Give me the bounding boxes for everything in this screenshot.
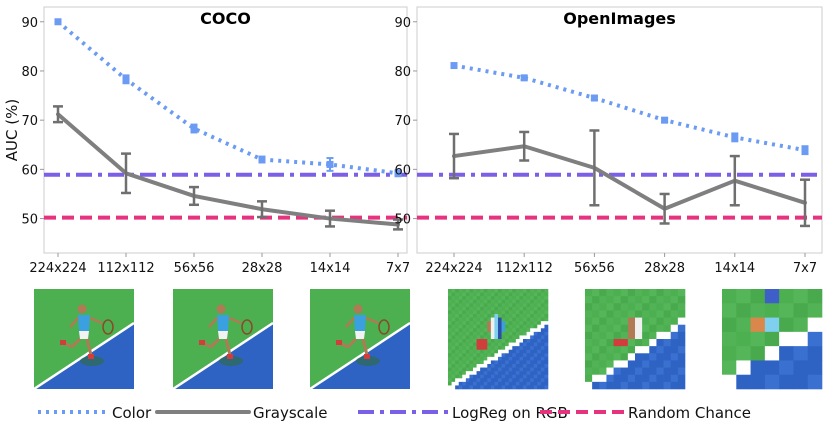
y-tick-label: 70 <box>394 114 411 129</box>
panel-title: OpenImages <box>563 9 676 28</box>
thumbnail-strip <box>33 289 823 391</box>
court-line <box>172 321 274 391</box>
tennis-player <box>60 304 114 366</box>
grayscale-series-line <box>452 144 807 211</box>
grayscale-errorbar <box>589 129 600 207</box>
grayscale-errorbar <box>325 209 335 228</box>
grayscale-errorbar <box>189 185 199 207</box>
x-tick-label: 112x112 <box>97 261 154 276</box>
chart-panel-coco: 50 60 70 80 90 224x224 112x112 56x56 28x28 14x14 7… <box>3 6 410 276</box>
chart-panels: 50 60 70 80 90 224x224 112x112 56x56 28x28 14x14 7… <box>3 6 823 276</box>
grayscale-errorbar <box>393 218 403 231</box>
legend: Color Grayscale LogReg on RGB Random Chance <box>38 404 751 422</box>
y-tick-label: 50 <box>21 213 38 228</box>
legend-item-random: Random Chance <box>540 404 751 422</box>
x-tick-label: 14x14 <box>310 261 351 276</box>
thumbnail-224x224 <box>33 289 135 391</box>
tennis-player <box>199 304 253 366</box>
grayscale-errorbar <box>449 132 459 180</box>
y-axis-label: AUC (%) <box>3 99 21 161</box>
x-tick-label: 56x56 <box>574 261 615 276</box>
y-tick-label: 80 <box>21 65 38 80</box>
thumbnail-112x112 <box>172 289 274 391</box>
color-data-point <box>731 133 739 141</box>
grayscale-errorbar <box>519 130 530 162</box>
x-tick-label: 7x7 <box>793 261 817 276</box>
y-tick-label: 70 <box>21 114 38 129</box>
color-data-point <box>54 18 62 26</box>
x-tick-label: 56x56 <box>174 261 215 276</box>
pixel-grid <box>585 289 686 390</box>
color-data-point <box>326 160 334 168</box>
legend-label: Color <box>112 404 152 422</box>
court-line <box>33 321 135 391</box>
plot-area <box>416 6 823 254</box>
legend-label: Random Chance <box>628 404 751 422</box>
color-data-point <box>520 74 528 82</box>
x-tick-label: 28x28 <box>242 261 283 276</box>
chart-panel-openimages: 50 60 70 80 90 224x224 112x112 56x56 28x28 14x14 7… <box>394 6 823 276</box>
x-tick-label: 28x28 <box>644 261 685 276</box>
tennis-player <box>336 304 390 366</box>
grayscale-series-line <box>56 112 400 227</box>
color-data-point <box>590 94 598 102</box>
grayscale-errorbar <box>659 192 670 225</box>
x-tick-label: 224x224 <box>425 261 482 276</box>
color-data-point <box>122 75 130 83</box>
x-tick-label: 14x14 <box>714 261 755 276</box>
x-tick-label: 224x224 <box>29 261 86 276</box>
color-data-point <box>394 169 402 177</box>
grayscale-errorbar <box>729 154 740 207</box>
thumbnail-28x28 <box>448 289 549 390</box>
y-tick-label: 90 <box>394 16 411 31</box>
legend-label: Grayscale <box>253 404 328 422</box>
thumbnail-56x56 <box>309 289 411 391</box>
legend-item-grayscale: Grayscale <box>155 404 328 422</box>
y-tick-label: 50 <box>394 213 411 228</box>
legend-item-logreg: LogReg on RGB <box>358 404 568 422</box>
color-data-point <box>801 146 809 154</box>
x-tick-label: 112x112 <box>496 261 553 276</box>
plot-area <box>43 6 408 254</box>
y-tick-label: 80 <box>394 65 411 80</box>
thumbnail-14x14 <box>585 289 686 390</box>
color-data-point <box>190 125 198 133</box>
color-data-point <box>450 62 458 70</box>
grayscale-errorbar <box>53 105 63 124</box>
y-tick-label: 90 <box>21 16 38 31</box>
grayscale-errorbar <box>121 152 131 195</box>
grayscale-errorbar <box>257 200 267 219</box>
x-tick-label: 7x7 <box>386 261 410 276</box>
legend-label: LogReg on RGB <box>452 404 568 422</box>
grayscale-errorbar <box>800 178 810 228</box>
pixel-grid <box>448 289 549 390</box>
color-data-point <box>258 156 266 164</box>
legend-item-color: Color <box>38 404 152 422</box>
pixel-grid <box>722 289 823 390</box>
color-series-line <box>56 20 399 176</box>
court-line <box>309 321 411 391</box>
y-tick-label: 60 <box>394 163 411 178</box>
panel-title: COCO <box>200 9 251 28</box>
thumbnail-7x7 <box>722 289 823 390</box>
y-tick-label: 60 <box>21 163 38 178</box>
color-data-point <box>661 116 669 124</box>
